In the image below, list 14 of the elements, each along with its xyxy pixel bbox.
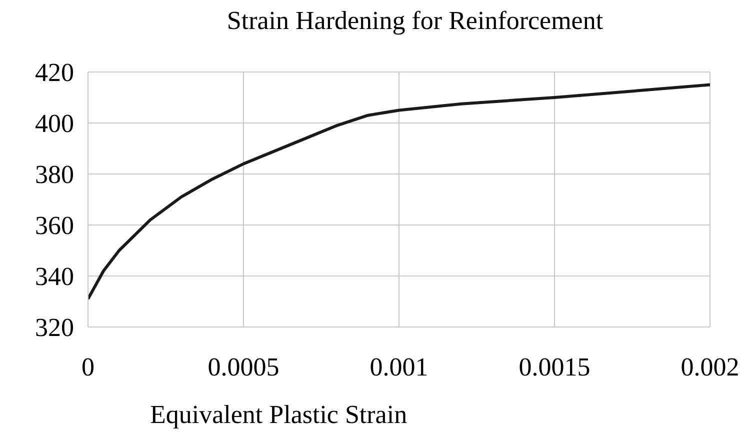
y-tick-label: 320 — [35, 313, 74, 342]
y-tick-label: 420 — [35, 58, 74, 88]
x-tick-label: 0.0015 — [518, 352, 590, 382]
x-axis-title: Equivalent Plastic Strain — [150, 400, 408, 430]
x-tick-label: 0.002 — [680, 352, 740, 382]
x-tick-label: 0.0005 — [208, 352, 280, 382]
y-tick-label: 340 — [35, 262, 74, 292]
chart-title: Strain Hardening for Reinforcement — [226, 6, 604, 36]
y-tick-label: 380 — [35, 160, 74, 190]
y-tick-label: 360 — [35, 211, 74, 240]
y-tick-label: 400 — [35, 109, 74, 138]
line-series — [88, 83, 710, 300]
x-tick-label: 0.001 — [370, 352, 428, 382]
x-tick-label: 0 — [82, 352, 94, 382]
